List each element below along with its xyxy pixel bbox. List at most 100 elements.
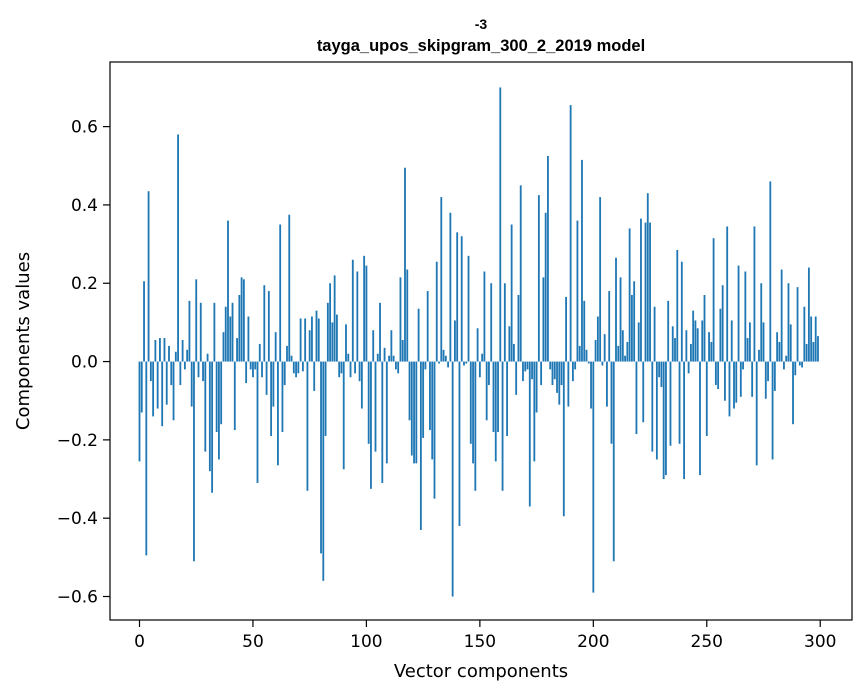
bar-8 — [156, 361, 159, 409]
bar-244 — [692, 310, 695, 362]
bar-80 — [320, 361, 322, 554]
bar-247 — [699, 361, 701, 476]
bar-206 — [606, 361, 608, 407]
bar-160 — [501, 361, 504, 491]
bar-228 — [655, 361, 658, 460]
y-tick-label: 0.2 — [71, 274, 98, 294]
bar-99 — [363, 255, 366, 362]
bar-169 — [522, 361, 524, 382]
bar-164 — [510, 224, 513, 362]
bar-2 — [143, 281, 145, 362]
bar-147 — [472, 361, 474, 464]
bar-40 — [229, 316, 232, 362]
bar-17 — [177, 134, 179, 362]
bar-166 — [515, 361, 518, 395]
bar-208 — [610, 361, 613, 444]
bar-103 — [372, 330, 375, 362]
bar-162 — [506, 361, 509, 436]
bar-234 — [669, 361, 672, 446]
bar-102 — [370, 361, 372, 489]
bar-211 — [617, 345, 620, 362]
bar-63 — [281, 361, 284, 433]
bar-275 — [762, 322, 765, 362]
bar-214 — [624, 355, 626, 362]
bar-212 — [619, 277, 622, 362]
bar-88 — [338, 361, 341, 378]
bar-95 — [354, 361, 356, 374]
bar-4 — [147, 191, 150, 362]
bar-167 — [517, 294, 520, 362]
bar-125 — [422, 361, 425, 438]
bar-177 — [540, 361, 543, 386]
bar-113 — [395, 361, 397, 370]
bar-121 — [413, 361, 415, 464]
bar-231 — [662, 361, 665, 480]
bar-22 — [188, 300, 191, 362]
bar-259 — [726, 226, 729, 362]
x-axis: 0 50 100 150 200 250 300 — [134, 620, 836, 652]
bar-120 — [410, 361, 413, 456]
bar-255 — [717, 361, 720, 389]
bar-47 — [245, 361, 248, 384]
bar-293 — [803, 306, 806, 362]
bar-117 — [404, 167, 406, 362]
bar-175 — [535, 361, 538, 413]
bar-215 — [626, 341, 629, 362]
bar-190 — [569, 105, 572, 362]
bar-35 — [218, 361, 220, 460]
y-axis: 0.6 0.4 0.2 0.0 −0.2 −0.4 −0.6 — [57, 118, 110, 608]
bar-116 — [401, 340, 404, 362]
bar-33 — [213, 302, 216, 362]
bar-188 — [565, 296, 567, 362]
bar-235 — [671, 326, 674, 362]
bar-205 — [603, 334, 606, 362]
bar-78 — [315, 310, 318, 362]
bar-122 — [415, 361, 418, 464]
bar-149 — [476, 328, 479, 362]
bar-220 — [637, 322, 640, 362]
bar-7 — [154, 340, 157, 362]
bar-series — [138, 87, 819, 597]
bar-269 — [748, 322, 751, 362]
bar-243 — [689, 343, 692, 362]
bar-199 — [590, 361, 592, 409]
bar-192 — [574, 361, 577, 370]
bar-46 — [242, 279, 245, 362]
bar-60 — [274, 332, 277, 362]
bar-70 — [297, 361, 300, 374]
bar-153 — [485, 361, 488, 421]
bar-83 — [326, 302, 329, 362]
bar-202 — [596, 316, 599, 362]
bar-186 — [560, 361, 563, 386]
bar-239 — [680, 261, 683, 362]
bar-98 — [360, 361, 363, 409]
x-tick-label: 250 — [691, 632, 723, 652]
bar-133 — [440, 197, 443, 362]
bar-18 — [179, 361, 182, 386]
bar-126 — [424, 361, 427, 370]
bar-84 — [329, 283, 332, 362]
bar-191 — [571, 361, 574, 382]
bar-49 — [249, 361, 252, 370]
bar-178 — [542, 277, 545, 362]
bar-129 — [431, 361, 434, 460]
bar-101 — [367, 361, 370, 444]
bar-136 — [447, 361, 450, 368]
bar-144 — [465, 361, 468, 364]
bar-265 — [739, 361, 742, 397]
bar-56 — [265, 361, 268, 395]
bar-277 — [767, 361, 769, 382]
bar-210 — [615, 257, 617, 362]
y-tick-label: 0.4 — [71, 196, 98, 216]
bar-216 — [628, 228, 631, 362]
bar-289 — [794, 361, 797, 376]
bar-180 — [547, 155, 549, 362]
bar-140 — [456, 232, 459, 362]
bar-77 — [313, 361, 316, 391]
bar-297 — [812, 341, 815, 362]
bar-134 — [442, 349, 445, 362]
bar-135 — [444, 355, 447, 362]
bar-68 — [292, 361, 295, 374]
bar-183 — [553, 361, 556, 380]
bar-171 — [526, 361, 529, 370]
